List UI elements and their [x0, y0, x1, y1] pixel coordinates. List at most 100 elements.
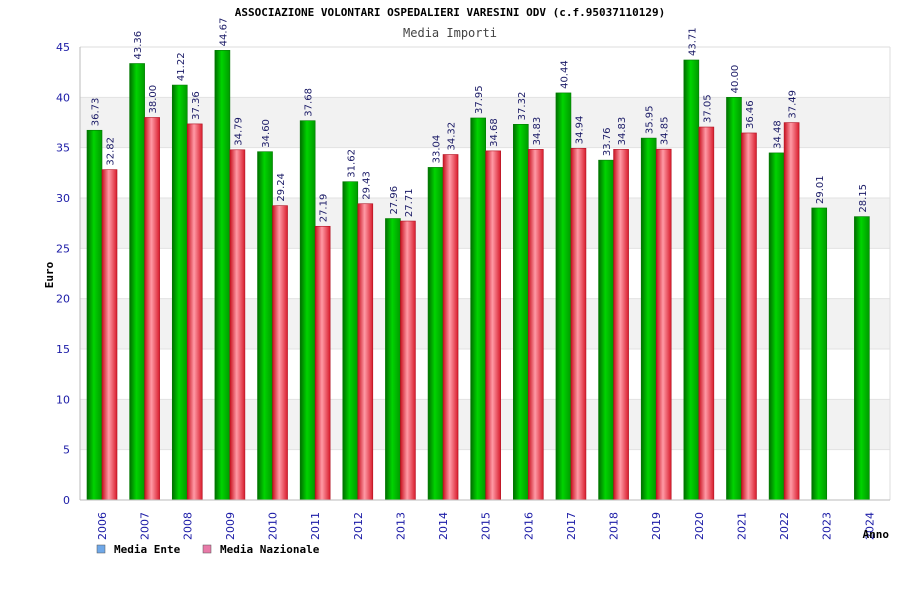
value-labels: 36.73 32.82 43.36 38.00 41.22 37.36 44.67 34.79… — [91, 18, 869, 223]
bar-media-nazionale-2006 — [101, 169, 118, 501]
bar-media-ente-2011 — [299, 120, 316, 501]
x-tick-label: 2021 — [735, 512, 748, 540]
y-axis-ticks: 0 5 10 15 20 25 30 35 40 45 — [56, 41, 70, 507]
value-label: 37.32 — [517, 92, 528, 121]
value-label: 41.22 — [176, 52, 187, 81]
x-tick-label: 2014 — [437, 512, 450, 540]
value-label: 37.49 — [788, 90, 799, 119]
bar-media-ente-2021 — [726, 97, 742, 501]
value-label: 43.36 — [133, 31, 144, 60]
value-label: 27.71 — [404, 188, 415, 217]
y-tick-label: 0 — [63, 494, 70, 507]
bar-media-ente-2023 — [811, 207, 828, 501]
value-label: 29.24 — [276, 173, 287, 202]
value-label: 28.15 — [858, 184, 869, 213]
y-axis-label: Euro — [43, 261, 56, 288]
x-tick-label: 2013 — [394, 512, 407, 540]
y-tick-label: 45 — [56, 41, 70, 54]
value-label: 27.96 — [389, 186, 400, 215]
value-label: 37.95 — [474, 85, 485, 114]
value-label: 37.36 — [191, 91, 202, 120]
bar-media-ente-2015 — [470, 117, 486, 501]
bar-media-ente-2024 — [854, 216, 870, 501]
bar-media-nazionale-2011 — [314, 225, 331, 501]
value-label: 32.82 — [106, 137, 117, 166]
x-tick-label: 2020 — [693, 512, 706, 540]
value-label: 34.85 — [660, 117, 671, 146]
bar-media-nazionale-2009 — [229, 149, 246, 501]
y-tick-label: 35 — [56, 142, 70, 155]
bar-media-ente-2010 — [257, 151, 273, 501]
bar-media-ente-2020 — [683, 59, 700, 501]
x-tick-label: 2015 — [480, 512, 493, 540]
value-label: 37.68 — [304, 88, 315, 117]
bar-media-nazionale-2012 — [357, 203, 374, 501]
value-label: 36.73 — [91, 98, 102, 127]
x-tick-label: 2011 — [309, 512, 322, 540]
value-label: 29.43 — [361, 171, 372, 200]
y-tick-label: 20 — [56, 293, 70, 306]
value-label: 33.04 — [432, 135, 443, 164]
x-tick-label: 2022 — [778, 512, 791, 540]
bar-media-ente-2014 — [427, 167, 444, 501]
y-tick-label: 10 — [56, 393, 70, 406]
value-label: 34.94 — [574, 116, 585, 145]
bar-media-ente-2016 — [513, 124, 529, 501]
x-tick-label: 2009 — [224, 512, 237, 540]
x-tick-label: 2007 — [139, 512, 152, 540]
value-label: 34.79 — [233, 117, 244, 146]
bar-media-ente-2012 — [342, 181, 359, 501]
bar-media-nazionale-2017 — [570, 147, 587, 501]
y-tick-label: 40 — [56, 91, 70, 104]
bar-media-ente-2006 — [86, 129, 103, 501]
bar-media-nazionale-2016 — [528, 149, 544, 501]
y-tick-label: 25 — [56, 242, 70, 255]
value-label: 34.60 — [261, 119, 272, 148]
bar-media-ente-2007 — [129, 63, 145, 501]
x-tick-label: 2016 — [522, 512, 535, 540]
x-tick-label: 2010 — [267, 512, 280, 540]
bar-media-nazionale-2015 — [485, 150, 501, 501]
x-tick-label: 2024 — [863, 512, 876, 540]
bar-media-nazionale-2021 — [741, 132, 757, 501]
bar-media-nazionale-2022 — [783, 122, 800, 501]
bar-media-nazionale-2014 — [442, 154, 459, 501]
value-label: 27.19 — [319, 194, 330, 223]
value-label: 34.48 — [773, 120, 784, 149]
bar-media-ente-2013 — [385, 218, 401, 501]
x-tick-label: 2019 — [650, 512, 663, 540]
y-tick-label: 5 — [63, 444, 70, 457]
value-label: 34.68 — [489, 118, 500, 147]
legend-swatch-media-nazionale — [202, 544, 212, 554]
bar-media-nazionale-2020 — [698, 126, 715, 501]
x-tick-label: 2018 — [608, 512, 621, 540]
bar-media-nazionale-2008 — [186, 123, 203, 501]
y-tick-label: 15 — [56, 343, 70, 356]
y-tick-label: 30 — [56, 192, 70, 205]
value-label: 40.44 — [559, 60, 570, 89]
value-label: 38.00 — [148, 85, 159, 114]
chart-subtitle: Media Importi — [403, 26, 497, 40]
bar-media-ente-2019 — [640, 137, 657, 501]
chart-title: ASSOCIAZIONE VOLONTARI OSPEDALIERI VARES… — [235, 6, 665, 19]
x-tick-label: 2008 — [181, 512, 194, 540]
bar-media-ente-2018 — [598, 159, 614, 501]
bar-media-nazionale-2013 — [400, 220, 416, 501]
bar-media-ente-2022 — [768, 152, 785, 501]
value-label: 40.00 — [730, 65, 741, 94]
value-label: 34.32 — [447, 122, 458, 151]
value-label: 33.76 — [602, 128, 613, 157]
value-label: 29.01 — [815, 175, 826, 204]
value-label: 35.95 — [645, 105, 656, 134]
value-label: 37.05 — [702, 94, 713, 123]
x-tick-label: 2023 — [821, 512, 834, 540]
value-label: 43.71 — [687, 27, 698, 56]
value-label: 36.46 — [745, 100, 756, 129]
x-tick-label: 2012 — [352, 512, 365, 540]
x-axis-ticks: 2006 2007 2008 2009 2010 2011 2012 2013 2014 2015… — [96, 512, 876, 540]
bar-media-ente-2009 — [214, 50, 231, 501]
x-axis-label: Anno — [863, 528, 890, 541]
bar-media-nazionale-2010 — [272, 205, 288, 501]
bar-media-nazionale-2007 — [144, 117, 160, 501]
